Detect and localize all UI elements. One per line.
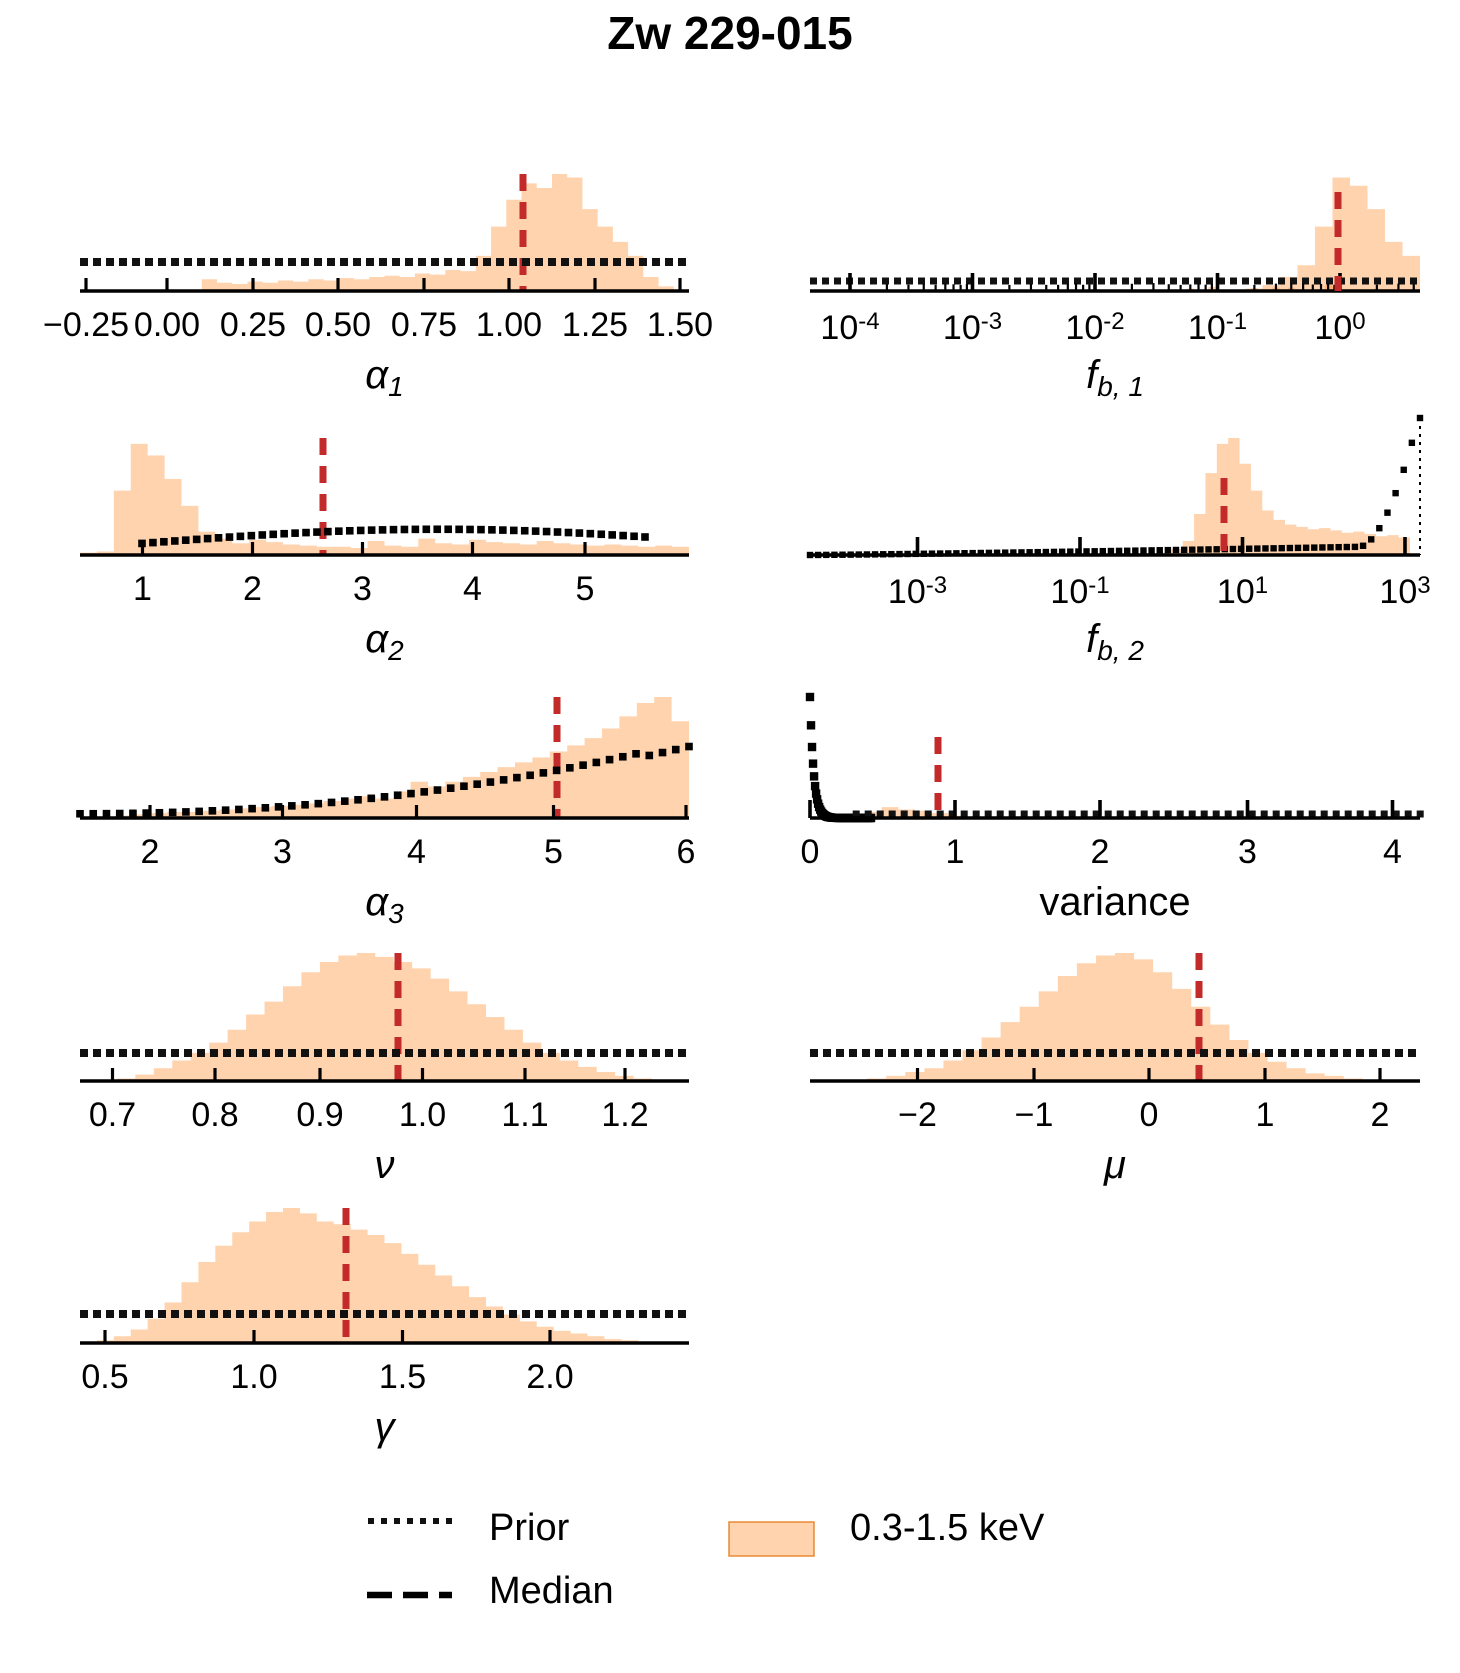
- svg-text:2: 2: [243, 570, 262, 608]
- svg-text:100: 100: [1314, 308, 1365, 347]
- svg-text:−0.25: −0.25: [43, 306, 129, 344]
- svg-text:3: 3: [1238, 833, 1257, 871]
- svg-text:6: 6: [677, 833, 696, 871]
- svg-text:−1: −1: [1015, 1096, 1054, 1134]
- svg-text:Median: Median: [489, 1570, 614, 1612]
- svg-text:10-3: 10-3: [888, 572, 947, 611]
- svg-text:2: 2: [141, 833, 160, 871]
- svg-text:10-1: 10-1: [1188, 308, 1247, 347]
- svg-text:α3: α3: [365, 880, 404, 929]
- svg-text:0: 0: [1140, 1096, 1159, 1134]
- svg-text:4: 4: [407, 833, 426, 871]
- svg-text:1: 1: [133, 570, 152, 608]
- svg-text:10-4: 10-4: [820, 308, 879, 347]
- svg-text:1.5: 1.5: [379, 1358, 426, 1396]
- svg-text:4: 4: [463, 570, 482, 608]
- svg-text:μ: μ: [1103, 1143, 1126, 1187]
- svg-text:Prior: Prior: [489, 1507, 570, 1549]
- svg-text:2: 2: [1371, 1096, 1390, 1134]
- svg-text:α2: α2: [365, 617, 404, 666]
- svg-text:ν: ν: [375, 1143, 395, 1187]
- svg-text:10-3: 10-3: [943, 308, 1002, 347]
- svg-text:0.7: 0.7: [89, 1096, 136, 1134]
- svg-text:γ: γ: [375, 1405, 397, 1449]
- svg-text:fb, 1: fb, 1: [1086, 353, 1144, 402]
- svg-text:101: 101: [1217, 572, 1268, 611]
- svg-text:1.0: 1.0: [399, 1096, 446, 1134]
- svg-text:5: 5: [544, 833, 563, 871]
- svg-text:α1: α1: [365, 353, 403, 402]
- svg-text:0.00: 0.00: [134, 306, 200, 344]
- svg-text:1.50: 1.50: [647, 306, 713, 344]
- svg-text:10-2: 10-2: [1065, 308, 1124, 347]
- svg-text:0.3-1.5 keV: 0.3-1.5 keV: [850, 1507, 1045, 1549]
- svg-text:103: 103: [1379, 572, 1430, 611]
- svg-text:0.5: 0.5: [81, 1358, 128, 1396]
- svg-text:3: 3: [353, 570, 372, 608]
- svg-text:fb, 2: fb, 2: [1086, 617, 1144, 666]
- svg-text:5: 5: [576, 570, 595, 608]
- svg-text:1.0: 1.0: [230, 1358, 277, 1396]
- svg-text:−2: −2: [898, 1096, 937, 1134]
- svg-text:3: 3: [273, 833, 292, 871]
- svg-text:10-1: 10-1: [1050, 572, 1109, 611]
- svg-text:1: 1: [1256, 1096, 1275, 1134]
- svg-text:1.25: 1.25: [562, 306, 628, 344]
- svg-text:0: 0: [801, 833, 820, 871]
- svg-text:0.50: 0.50: [305, 306, 371, 344]
- svg-text:4: 4: [1383, 833, 1402, 871]
- svg-text:variance: variance: [1039, 880, 1190, 924]
- svg-text:1.1: 1.1: [501, 1096, 548, 1134]
- svg-text:0.75: 0.75: [391, 306, 457, 344]
- svg-text:1.00: 1.00: [476, 306, 542, 344]
- svg-text:2.0: 2.0: [526, 1358, 573, 1396]
- svg-text:2: 2: [1091, 833, 1110, 871]
- svg-text:1.2: 1.2: [601, 1096, 648, 1134]
- svg-text:0.9: 0.9: [296, 1096, 343, 1134]
- svg-text:1: 1: [946, 833, 965, 871]
- svg-text:0.25: 0.25: [220, 306, 286, 344]
- svg-text:0.8: 0.8: [191, 1096, 238, 1134]
